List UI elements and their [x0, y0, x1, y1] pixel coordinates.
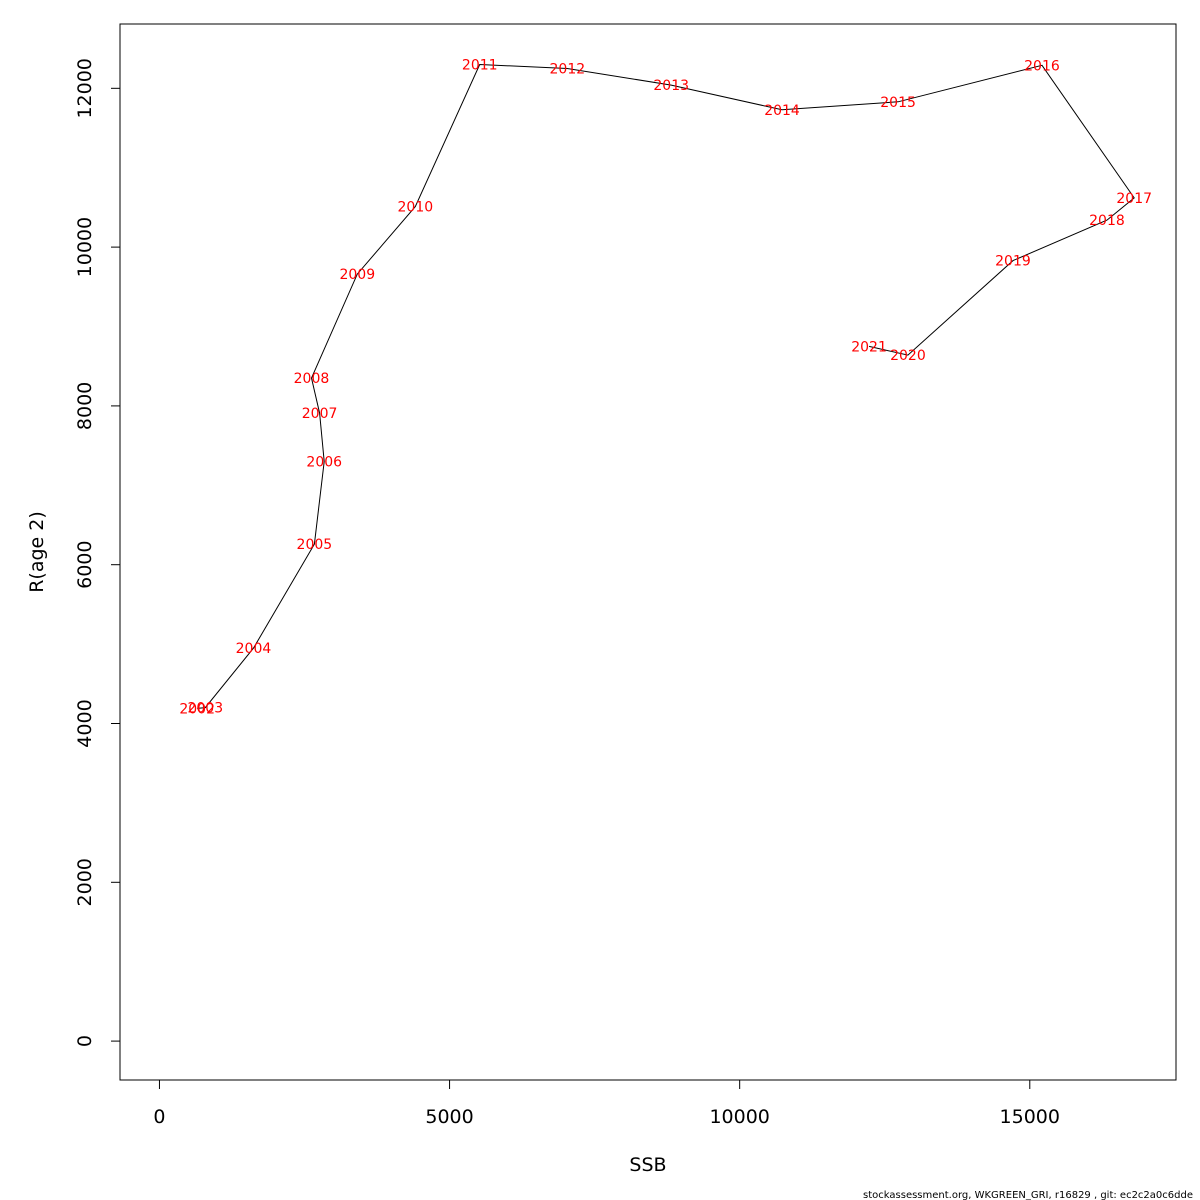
- y-axis-title: R(age 2): [26, 511, 48, 593]
- point-label-2019: 2019: [995, 254, 1031, 270]
- point-label-2017: 2017: [1116, 191, 1152, 207]
- point-label-2005: 2005: [297, 537, 333, 553]
- x-tick-label: 5000: [425, 1106, 473, 1128]
- point-label-2013: 2013: [653, 78, 689, 94]
- point-label-2009: 2009: [339, 267, 375, 283]
- point-label-2018: 2018: [1089, 213, 1125, 229]
- point-label-2014: 2014: [764, 103, 800, 119]
- plot-frame: [119, 23, 1177, 1081]
- point-label-2008: 2008: [294, 371, 330, 387]
- y-tick-label: 6000: [74, 541, 96, 589]
- point-label-2016: 2016: [1024, 58, 1060, 74]
- point-label-2007: 2007: [302, 406, 338, 422]
- y-tick-label: 12000: [74, 58, 96, 118]
- x-tick-label: 0: [153, 1106, 165, 1128]
- point-label-2010: 2010: [398, 200, 434, 216]
- y-tick-label: 10000: [74, 217, 96, 277]
- x-axis-title: SSB: [629, 1154, 666, 1176]
- y-tick-label: 8000: [74, 382, 96, 430]
- point-label-2004: 2004: [236, 641, 272, 657]
- point-label-2002: 2002: [179, 701, 215, 717]
- point-label-2015: 2015: [880, 95, 916, 111]
- series-line: [197, 63, 1135, 709]
- y-axis: 0 2000 4000 6000 8000 10000 12000: [74, 58, 121, 1047]
- footer-credit: stockassessment.org, WKGREEN_GRI, r16829…: [863, 1190, 1193, 1200]
- point-label-2021: 2021: [851, 339, 887, 355]
- point-label-2020: 2020: [890, 348, 926, 364]
- y-tick-label: 0: [74, 1035, 96, 1047]
- y-tick-label: 4000: [74, 699, 96, 747]
- point-label-2011: 2011: [462, 57, 498, 73]
- x-axis: 0 5000 10000 15000: [153, 1079, 1060, 1128]
- point-label-2006: 2006: [306, 454, 342, 470]
- x-tick-label: 15000: [1000, 1106, 1060, 1128]
- y-tick-label: 2000: [74, 858, 96, 906]
- point-label-2012: 2012: [550, 61, 586, 77]
- point-label-2003: 2003: [187, 701, 223, 717]
- x-tick-label: 10000: [709, 1106, 769, 1128]
